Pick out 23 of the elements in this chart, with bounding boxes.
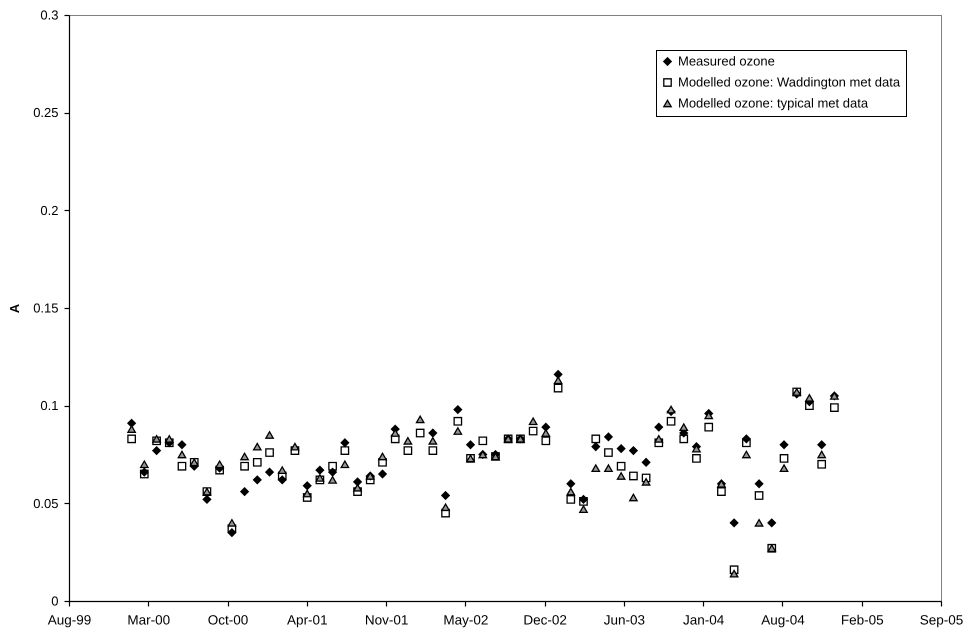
x-tick-label: May-02 [443,612,488,628]
y-tick-label: 0.2 [40,202,58,218]
x-tick-label: Feb-05 [840,612,884,628]
x-tick-label: Mar-00 [127,612,170,628]
x-tick-label: Aug-04 [761,612,806,628]
y-tick-label: 0.3 [40,8,58,22]
y-tick-label: 0.05 [33,496,58,511]
x-tick-label: Aug-99 [48,612,92,628]
x-tick-label: Jan-04 [683,612,725,628]
x-tick-label: Sep-05 [920,612,964,628]
x-tick-label: Dec-02 [523,612,567,628]
y-tick-label: 0.15 [33,300,58,316]
legend-label: Measured ozone [678,54,775,68]
x-tick-label: Nov-01 [364,612,408,628]
y-axis-title: A [7,303,22,314]
y-tick-label: 0.25 [33,105,58,120]
legend-label: Modelled ozone: Waddington met data [678,74,901,90]
x-tick-label: Apr-01 [287,612,328,628]
x-tick-label: Jun-03 [604,612,646,628]
y-tick-label: 0.1 [40,398,58,414]
y-tick-label: 0 [51,594,58,608]
legend-label: Modelled ozone: typical met data [678,96,869,110]
x-tick-label: Oct-00 [208,612,248,628]
